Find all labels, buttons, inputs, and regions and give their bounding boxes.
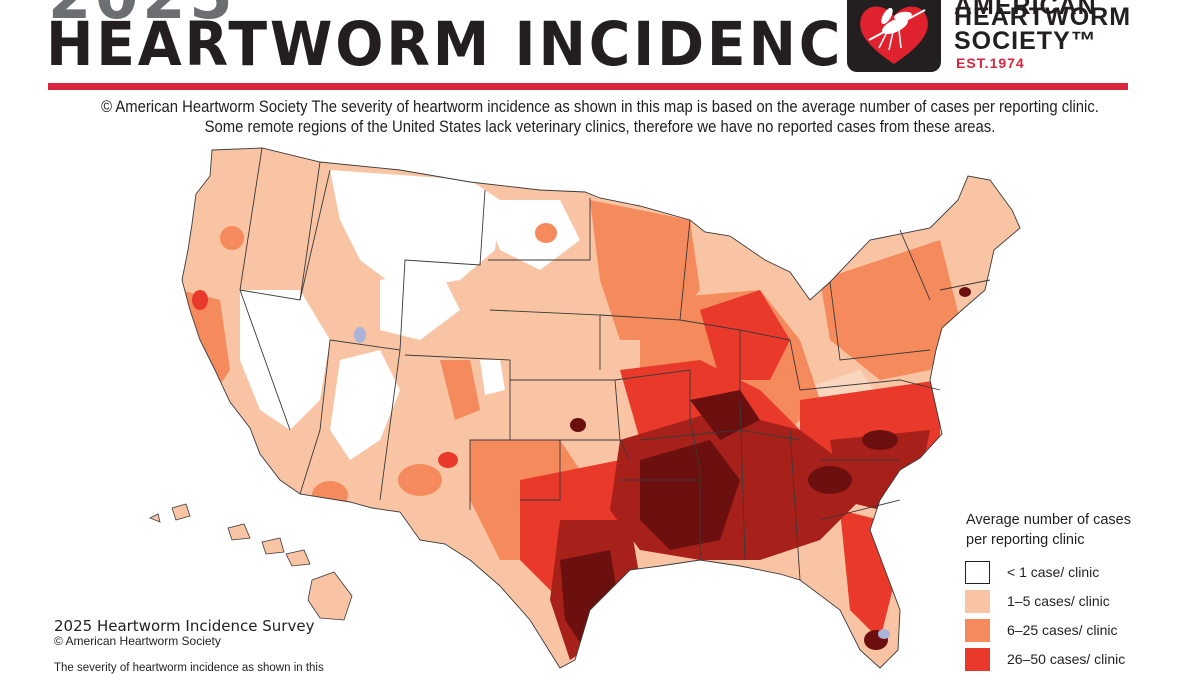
legend-swatch-medium	[965, 619, 990, 642]
legend-heading-line-2: per reporting clinic	[966, 532, 1085, 548]
us-heartworm-map	[149, 147, 1021, 669]
heart-mosquito-icon	[860, 6, 928, 64]
legend-swatch-none	[965, 561, 990, 584]
legend-heading-line-1: Average number of cases	[966, 512, 1131, 528]
legend-label-high: 26–50 cases/ clinic	[1007, 651, 1126, 667]
legend-label-none: < 1 case/ clinic	[1007, 564, 1100, 580]
legend-label-low: 1–5 cases/ clinic	[1007, 593, 1110, 609]
survey-copyright: © American Heartworm Society	[54, 634, 221, 648]
legend-label-medium: 6–25 cases/ clinic	[1007, 622, 1118, 638]
legend-swatch-high	[965, 648, 990, 671]
heartworm-society-logo	[847, 0, 941, 72]
map-caption-line-1: © American Heartworm Society The severit…	[101, 98, 1099, 116]
logo-text-society: SOCIETY™	[954, 27, 1097, 55]
year-heading: 2025	[48, 0, 237, 28]
map-caption-line-2: Some remote regions of the United States…	[204, 118, 996, 136]
header-divider	[48, 83, 1128, 90]
logo-established: EST.1974	[956, 55, 1025, 71]
survey-title: 2025 Heartworm Incidence Survey	[54, 617, 315, 635]
survey-note: The severity of heartworm incidence as s…	[54, 662, 324, 674]
logo-text-heartworm: HEARTWORM	[954, 3, 1132, 31]
legend-swatch-low	[965, 590, 990, 613]
logo-text-american: AMERICAN	[954, 0, 1097, 20]
page-title: HEARTWORM INCIDENCE	[46, 9, 885, 80]
